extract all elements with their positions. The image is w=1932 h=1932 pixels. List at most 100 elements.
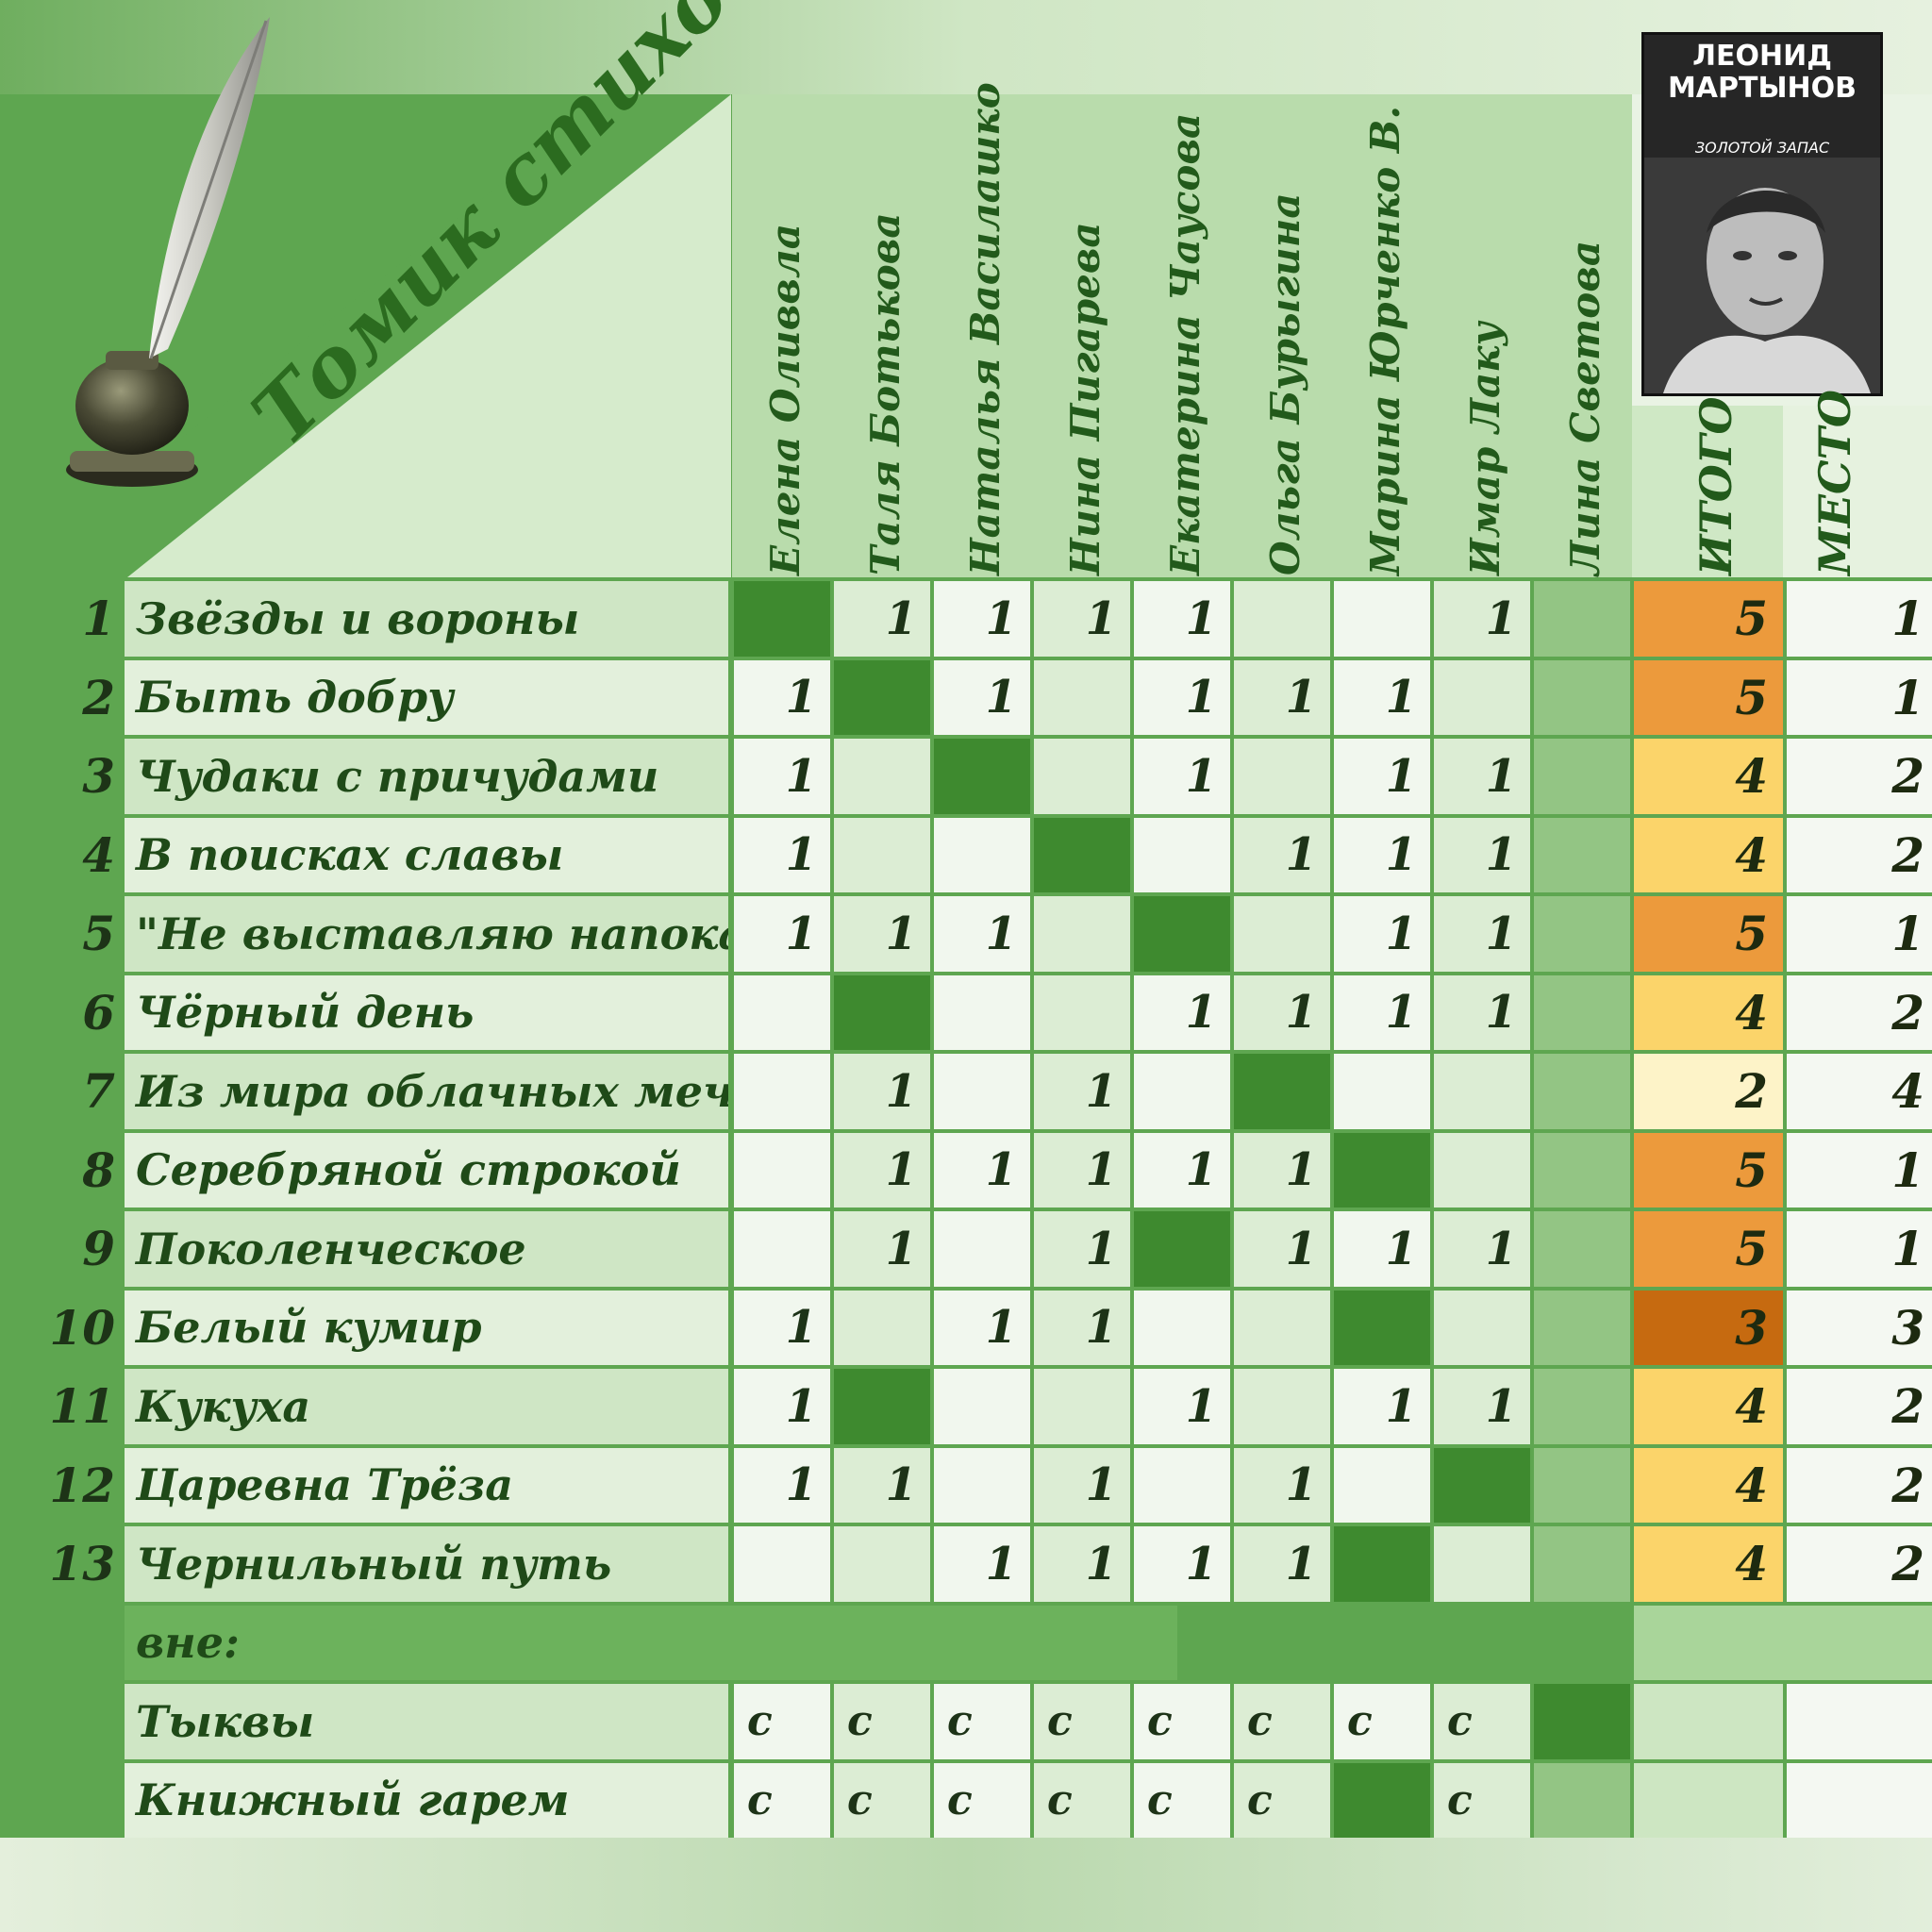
vote-cell bbox=[1534, 1762, 1630, 1838]
vote-cell: 1 bbox=[834, 896, 930, 972]
vote-cell bbox=[1534, 1447, 1630, 1523]
vote-cell bbox=[1134, 896, 1230, 972]
vote-cell: 1 bbox=[1334, 1211, 1430, 1287]
total-cell-empty bbox=[1634, 1684, 1783, 1759]
vote-cell: с bbox=[1234, 1684, 1330, 1759]
book-series: ЗОЛОТОЙ ЗАПАС bbox=[1694, 139, 1830, 157]
vote-cell bbox=[834, 659, 930, 735]
row-number: 12 bbox=[49, 1457, 115, 1513]
vote-cell bbox=[1034, 896, 1130, 972]
row-number: 5 bbox=[82, 906, 115, 962]
vote-cell bbox=[1534, 739, 1630, 814]
total-cell: 5 bbox=[1634, 1211, 1783, 1287]
vote-cell bbox=[834, 1526, 930, 1602]
vote-cell: 1 bbox=[1334, 739, 1430, 814]
vote-cell bbox=[734, 1526, 830, 1602]
vote-cell: 1 bbox=[1334, 1369, 1430, 1444]
place-cell: 2 bbox=[1787, 1369, 1932, 1444]
vote-cell: с bbox=[1134, 1684, 1230, 1759]
vote-cell bbox=[834, 817, 930, 892]
vote-cell: 1 bbox=[1134, 1526, 1230, 1602]
vote-cell: 1 bbox=[1134, 739, 1230, 814]
vote-cell bbox=[1534, 1211, 1630, 1287]
vote-cell bbox=[1334, 1054, 1430, 1129]
vote-cell bbox=[1434, 659, 1530, 735]
total-cell: 3 bbox=[1634, 1290, 1783, 1365]
vote-cell: с bbox=[1234, 1762, 1330, 1838]
vote-cell: 1 bbox=[1434, 739, 1530, 814]
row-number: 8 bbox=[82, 1141, 115, 1198]
vote-cell: 1 bbox=[1334, 659, 1430, 735]
total-cell: 5 bbox=[1634, 659, 1783, 735]
total-cell: 4 bbox=[1634, 1526, 1783, 1602]
vote-cell: с bbox=[1134, 1762, 1230, 1838]
vote-cell bbox=[934, 1447, 1030, 1523]
vote-cell: с bbox=[934, 1762, 1030, 1838]
vote-cell bbox=[834, 739, 930, 814]
vote-cell: 1 bbox=[834, 1211, 930, 1287]
poem-title: Царевна Трёза bbox=[125, 1447, 728, 1523]
vote-cell bbox=[1134, 1054, 1230, 1129]
vote-cell bbox=[1134, 1447, 1230, 1523]
vote-cell bbox=[1534, 974, 1630, 1050]
vote-cell bbox=[934, 817, 1030, 892]
vote-cell bbox=[1234, 1369, 1330, 1444]
vote-cell bbox=[1034, 974, 1130, 1050]
place-cell: 2 bbox=[1787, 974, 1932, 1050]
total-cell: 2 bbox=[1634, 1054, 1783, 1129]
vote-cell bbox=[1034, 739, 1130, 814]
place-cell: 2 bbox=[1787, 739, 1932, 814]
column-header: Ольга Бурыгина bbox=[1262, 192, 1308, 575]
vote-cell: 1 bbox=[1434, 974, 1530, 1050]
row-number: 3 bbox=[82, 748, 115, 805]
row-number: 4 bbox=[82, 826, 115, 883]
vote-cell bbox=[734, 1132, 830, 1208]
vote-cell: 1 bbox=[934, 1526, 1030, 1602]
row-number: 9 bbox=[82, 1221, 115, 1277]
poem-title: Звёзды и вороны bbox=[125, 581, 728, 657]
vote-cell: 1 bbox=[1334, 974, 1430, 1050]
vote-cell: с bbox=[1334, 1684, 1430, 1759]
vote-cell: 1 bbox=[1234, 659, 1330, 735]
vote-cell bbox=[1534, 581, 1630, 657]
column-header: Таля Ботькова bbox=[862, 212, 908, 575]
vote-cell bbox=[934, 1054, 1030, 1129]
book-author: ЛЕОНИД МАРТЫНОВ bbox=[1667, 40, 1857, 105]
vote-cell: 1 bbox=[1234, 1132, 1330, 1208]
poem-title: Серебряной строкой bbox=[125, 1132, 728, 1208]
vote-cell: 1 bbox=[1134, 1132, 1230, 1208]
vote-cell: 1 bbox=[834, 581, 930, 657]
vote-cell bbox=[1534, 1290, 1630, 1365]
column-header: Наталья Василашко bbox=[962, 82, 1008, 575]
vote-cell bbox=[1334, 581, 1430, 657]
vote-cell: 1 bbox=[1034, 1526, 1130, 1602]
vote-cell bbox=[734, 581, 830, 657]
vote-cell bbox=[1134, 817, 1230, 892]
column-header: Нина Пигарева bbox=[1062, 222, 1108, 575]
vote-cell: с bbox=[834, 1762, 930, 1838]
column-header: Лина Светова bbox=[1562, 240, 1608, 575]
vote-cell: 1 bbox=[1334, 817, 1430, 892]
vote-cell: 1 bbox=[1434, 1211, 1530, 1287]
poem-title: Белый кумир bbox=[125, 1290, 728, 1365]
total-cell: 5 bbox=[1634, 1132, 1783, 1208]
row-number: 1 bbox=[82, 591, 115, 647]
vote-cell: 1 bbox=[734, 896, 830, 972]
vote-cell bbox=[1534, 896, 1630, 972]
vote-cell: 1 bbox=[734, 659, 830, 735]
vote-cell bbox=[1334, 1290, 1430, 1365]
vote-cell bbox=[734, 1054, 830, 1129]
vote-cell bbox=[1434, 1290, 1530, 1365]
author-portrait bbox=[1644, 158, 1880, 393]
vote-cell bbox=[1434, 1132, 1530, 1208]
poem-title: Чёрный день bbox=[125, 974, 728, 1050]
vote-cell bbox=[834, 974, 930, 1050]
vote-cell bbox=[1534, 1054, 1630, 1129]
vote-cell bbox=[1134, 1290, 1230, 1365]
vote-cell bbox=[1334, 1447, 1430, 1523]
vote-cell bbox=[1234, 896, 1330, 972]
vote-cell bbox=[1234, 739, 1330, 814]
vote-cell bbox=[1434, 1526, 1530, 1602]
row-number: 6 bbox=[82, 984, 115, 1041]
vote-cell: 1 bbox=[1134, 1369, 1230, 1444]
